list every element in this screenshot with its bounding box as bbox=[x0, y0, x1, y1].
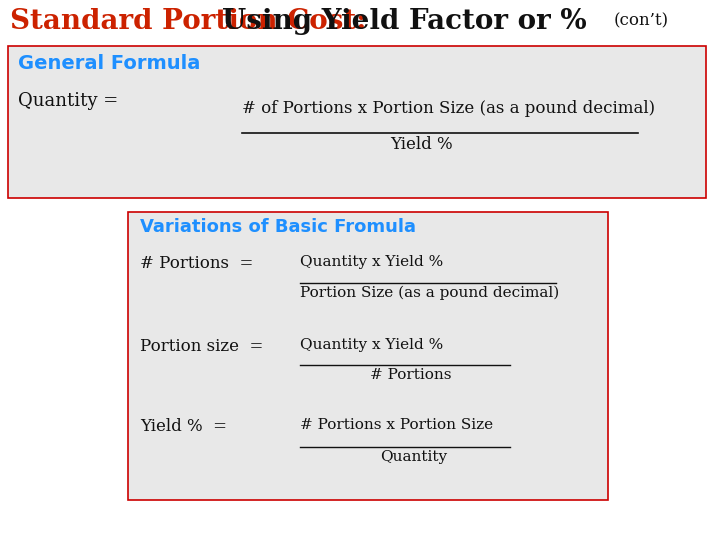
Text: Standard Portion Cost:: Standard Portion Cost: bbox=[10, 8, 376, 35]
Text: # Portions x Portion Size: # Portions x Portion Size bbox=[300, 418, 493, 432]
FancyBboxPatch shape bbox=[8, 46, 706, 198]
Text: # Portions: # Portions bbox=[370, 368, 451, 382]
Text: # of Portions x Portion Size (as a pound decimal): # of Portions x Portion Size (as a pound… bbox=[242, 100, 655, 117]
Text: Yield %: Yield % bbox=[390, 136, 453, 153]
Text: Yield %  =: Yield % = bbox=[140, 418, 227, 435]
Text: Portion size  =: Portion size = bbox=[140, 338, 264, 355]
FancyBboxPatch shape bbox=[128, 212, 608, 500]
Text: Quantity =: Quantity = bbox=[18, 92, 118, 110]
Text: Quantity x Yield %: Quantity x Yield % bbox=[300, 338, 444, 352]
Text: Quantity: Quantity bbox=[380, 450, 447, 464]
Text: General Formula: General Formula bbox=[18, 54, 200, 73]
Text: Portion Size (as a pound decimal): Portion Size (as a pound decimal) bbox=[300, 286, 559, 300]
Text: Quantity x Yield %: Quantity x Yield % bbox=[300, 255, 444, 269]
Text: # Portions  =: # Portions = bbox=[140, 255, 253, 272]
Text: (con’t): (con’t) bbox=[614, 12, 669, 29]
Text: Variations of Basic Fromula: Variations of Basic Fromula bbox=[140, 218, 416, 236]
Text: Using Yield Factor or %: Using Yield Factor or % bbox=[222, 8, 587, 35]
